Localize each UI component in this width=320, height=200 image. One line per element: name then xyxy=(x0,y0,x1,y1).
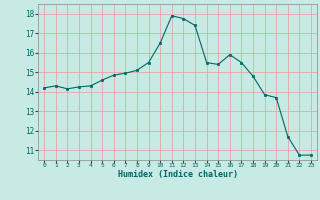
X-axis label: Humidex (Indice chaleur): Humidex (Indice chaleur) xyxy=(118,170,238,179)
